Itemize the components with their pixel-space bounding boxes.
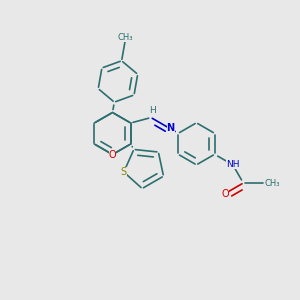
Text: O: O	[109, 149, 116, 160]
Text: S: S	[121, 167, 127, 177]
Text: N: N	[167, 123, 175, 133]
Text: H: H	[149, 106, 156, 116]
Text: NH: NH	[226, 160, 240, 169]
Text: O: O	[221, 188, 229, 199]
Text: CH₃: CH₃	[264, 178, 280, 188]
Text: CH₃: CH₃	[118, 33, 133, 42]
